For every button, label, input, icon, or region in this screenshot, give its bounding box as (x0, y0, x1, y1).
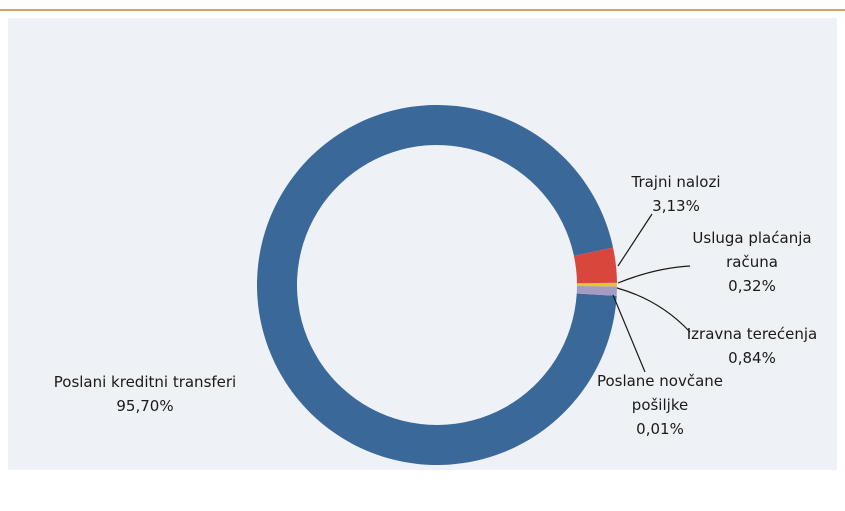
slice-label: Poslani kreditni transferi 95,70% (25, 370, 265, 418)
category-name: Trajni nalozi (631, 173, 721, 191)
top-rule (0, 9, 845, 11)
slice-label: Usluga plaćanja računa 0,32% (677, 226, 827, 298)
value-label: 95,70% (116, 397, 174, 415)
donut-segment (573, 247, 617, 284)
category-name: Poslani kreditni transferi (53, 373, 237, 391)
donut-segment (576, 286, 617, 296)
chart-panel (8, 18, 837, 470)
category-name: Izravna terećenja (686, 325, 818, 343)
donut-segment (576, 282, 617, 287)
leader-line (617, 265, 691, 284)
value-label: 0,84% (728, 349, 776, 367)
slice-label: Poslane novčane pošiljke 0,01% (585, 369, 735, 441)
category-name: Poslane novčane pošiljke (596, 372, 724, 414)
value-label: 3,13% (652, 197, 700, 215)
slice-label: Izravna terećenja 0,84% (667, 322, 837, 370)
value-label: 0,01% (636, 420, 684, 438)
donut-segment (576, 293, 617, 296)
leader-line (616, 287, 691, 333)
leader-line (617, 213, 653, 267)
leader-line (612, 294, 646, 373)
donut-segment (257, 104, 617, 465)
value-label: 0,32% (728, 277, 776, 295)
category-name: Usluga plaćanja računa (692, 229, 812, 271)
slice-label: Trajni nalozi 3,13% (616, 170, 736, 218)
